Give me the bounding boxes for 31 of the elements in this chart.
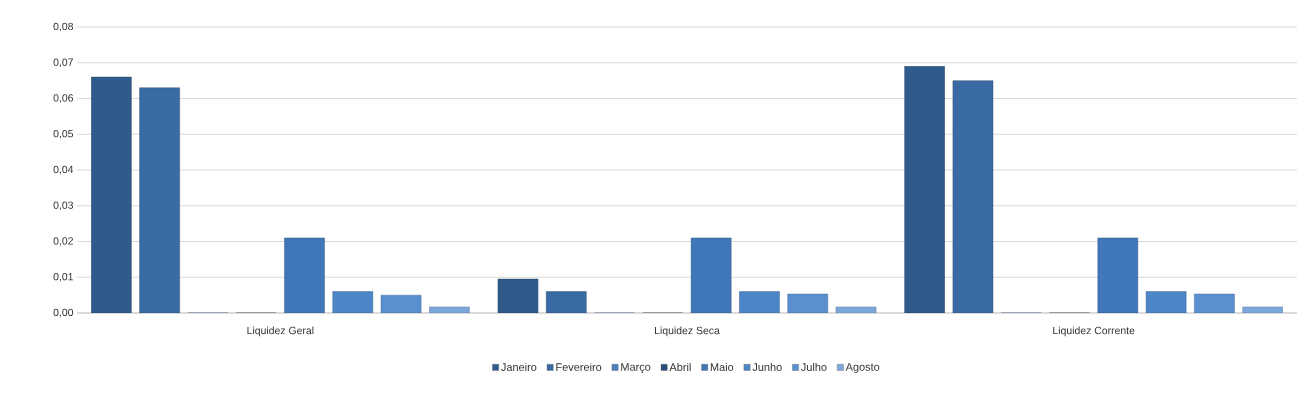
bar: [546, 291, 587, 313]
legend-label: Fevereiro: [556, 362, 602, 371]
y-tick-label: 0,00: [53, 308, 74, 318]
bar: [1145, 291, 1187, 313]
y-tick-label: 0,02: [53, 237, 73, 246]
legend-label: Abril: [669, 362, 691, 371]
legend-label: Março: [621, 363, 651, 374]
x-tick-label: Liquidez Geral: [247, 326, 314, 337]
legend-label: Agosto: [845, 363, 880, 373]
y-tick-label: 0,07: [53, 58, 73, 68]
bar: [904, 66, 945, 313]
bar: [332, 291, 374, 313]
y-tick-label: 0,03: [53, 201, 74, 211]
bar: [690, 237, 732, 313]
bar: [91, 76, 132, 313]
legend-label: Maio: [710, 362, 734, 371]
y-tick-label: 0,04: [53, 165, 74, 175]
x-tick-label: Liquidez Seca: [655, 326, 720, 337]
bar: [739, 291, 780, 313]
y-tick-label: 0,05: [53, 129, 74, 139]
legend-label: Janeiro: [501, 362, 537, 371]
legend-label: Junho: [752, 362, 782, 371]
bar: [284, 237, 325, 313]
bar: [139, 87, 180, 313]
bar: [952, 80, 994, 313]
y-tick-label: 0,08: [53, 22, 74, 32]
y-tick-label: 0,06: [53, 94, 74, 103]
x-tick-label: Liquidez Corrente: [1053, 326, 1135, 337]
legend-label: Julho: [801, 362, 827, 371]
bar: [1097, 237, 1139, 313]
y-tick-label: 0,01: [53, 272, 73, 282]
